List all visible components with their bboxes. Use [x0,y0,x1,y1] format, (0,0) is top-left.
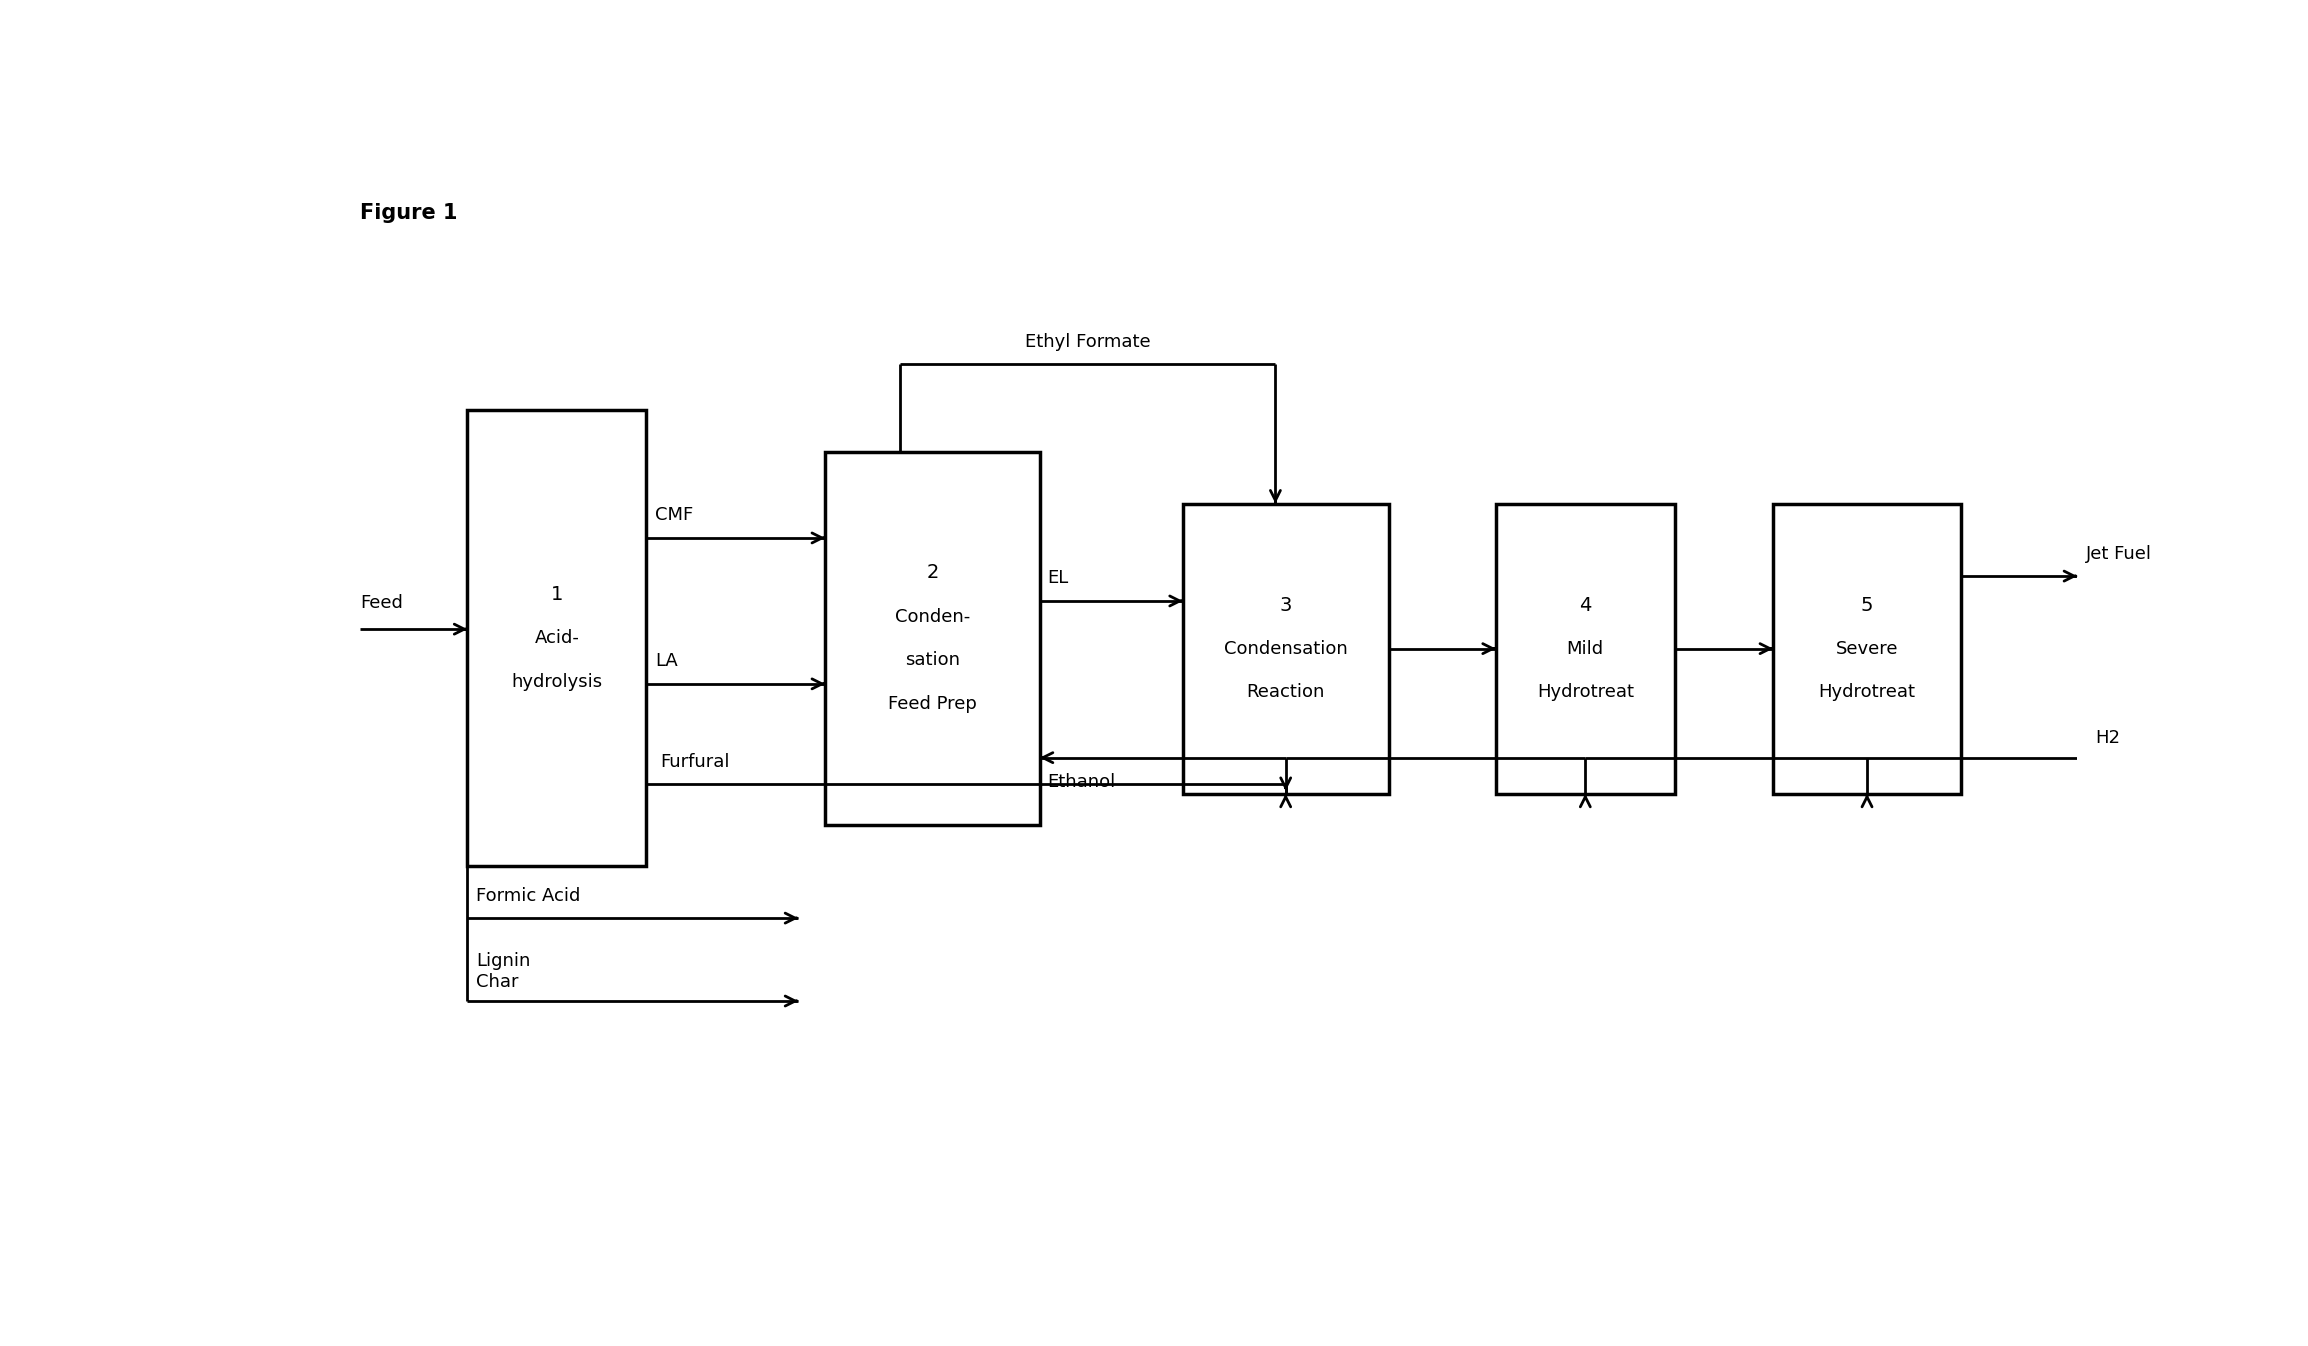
Text: sation: sation [905,651,960,669]
Text: Figure 1: Figure 1 [360,203,457,223]
Text: CMF: CMF [655,506,692,525]
Text: 4: 4 [1579,596,1593,615]
Text: hydrolysis: hydrolysis [512,673,602,690]
Text: Lignin
Char: Lignin Char [475,952,531,991]
Text: Mild: Mild [1567,639,1604,658]
Text: Ethanol: Ethanol [1048,773,1115,791]
Bar [826,452,1039,825]
Text: Ethyl Formate: Ethyl Formate [1025,334,1152,351]
Text: 5: 5 [1860,596,1874,615]
Text: EL: EL [1048,569,1069,587]
Text: Feed: Feed [360,594,404,611]
Text: Feed Prep: Feed Prep [889,695,976,712]
Text: Condensation: Condensation [1223,639,1348,658]
Text: Severe: Severe [1835,639,1897,658]
Text: Hydrotreat: Hydrotreat [1537,684,1634,701]
Bar [1496,503,1676,794]
Text: Conden-: Conden- [896,607,969,626]
Bar [1184,503,1389,794]
Text: Jet Fuel: Jet Fuel [2086,545,2151,563]
Text: 2: 2 [926,564,939,583]
Text: Reaction: Reaction [1246,684,1325,701]
Bar [466,411,646,867]
Text: Acid-: Acid- [535,630,579,647]
Text: LA: LA [655,653,679,670]
Bar [1773,503,1962,794]
Text: 1: 1 [552,586,563,604]
Text: Furfural: Furfural [660,752,729,771]
Text: Hydrotreat: Hydrotreat [1819,684,1916,701]
Text: Formic Acid: Formic Acid [475,887,582,905]
Text: 3: 3 [1279,596,1292,615]
Text: H2: H2 [2096,730,2121,747]
